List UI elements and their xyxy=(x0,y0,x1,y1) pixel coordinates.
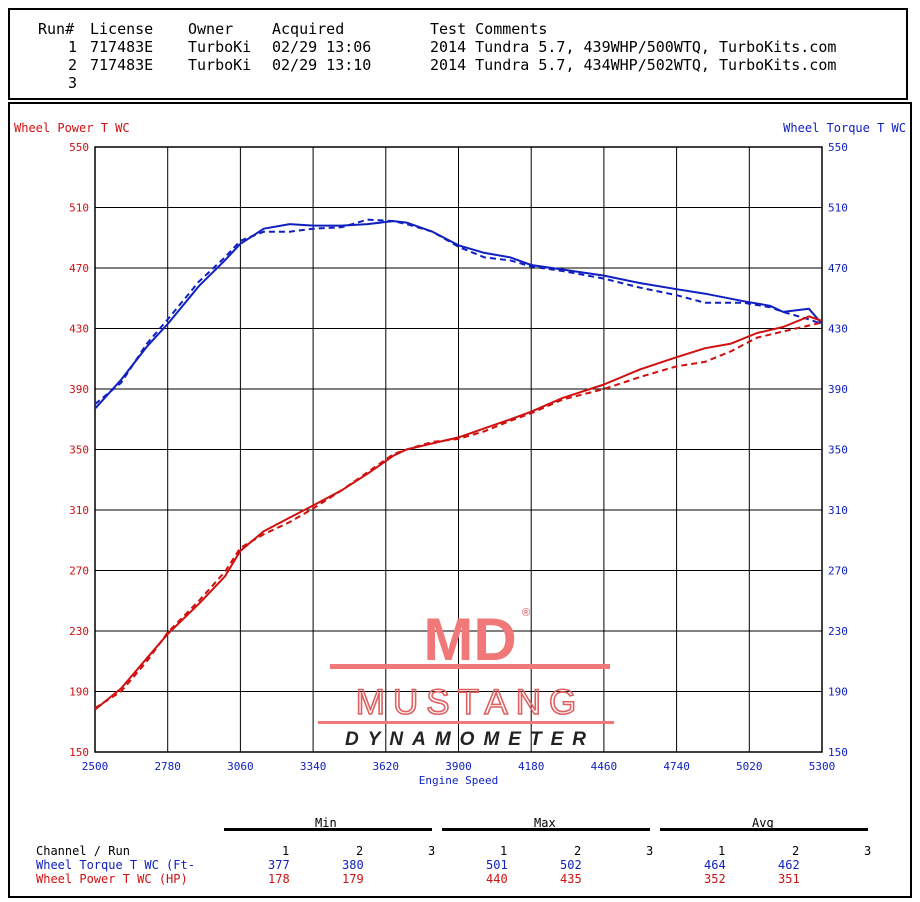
stats-torque-max-1: 501 xyxy=(486,858,508,872)
x-tick-label: 4180 xyxy=(518,760,545,773)
x-tick-label: 2780 xyxy=(154,760,181,773)
stats-power-min-2: 179 xyxy=(342,872,364,886)
x-tick-label: 4740 xyxy=(663,760,690,773)
power-line-run-2 xyxy=(94,321,823,709)
run-comment: 2014 Tundra 5.7, 439WHP/500WTQ, TurboKit… xyxy=(430,38,837,56)
y-tick-label-left: 550 xyxy=(69,141,89,154)
stats-run-label: 3 xyxy=(864,844,872,858)
logo-bar xyxy=(330,664,610,669)
y-tick-label-left: 310 xyxy=(69,504,89,517)
torque-line-run-1 xyxy=(94,220,823,410)
dyno-chart: 150 150 190 190 230 230 270 270 310 310 350 350 390 3… xyxy=(69,141,848,787)
col-license: License xyxy=(90,20,154,38)
stats-group-avg: Avg xyxy=(752,816,774,830)
mustang-dynamometer-logo: MD ® MUSTANG DYNAMOMETER xyxy=(318,606,614,750)
left-axis-title: Wheel Power T WC xyxy=(14,121,130,135)
stats-channel-torque: Wheel Torque T WC (Ft- xyxy=(36,858,195,872)
y-tick-label-right: 350 xyxy=(828,444,848,457)
logo-mustang: MUSTANG xyxy=(356,683,584,722)
stats-channel-power: Wheel Power T WC (HP) xyxy=(36,872,188,886)
y-tick-label-right: 390 xyxy=(828,383,848,396)
run-license: 717483E xyxy=(90,38,154,56)
y-tick-label-left: 510 xyxy=(69,202,89,215)
power-line-run-1 xyxy=(94,315,823,711)
stats-run-label: 2 xyxy=(792,844,800,858)
y-tick-label-left: 430 xyxy=(69,323,89,336)
x-tick-label: 2500 xyxy=(82,760,109,773)
torque-line-run-2 xyxy=(94,218,823,405)
run-license: 717483E xyxy=(90,56,154,74)
run-number: 2 xyxy=(68,56,78,74)
run-acquired: 02/29 13:10 xyxy=(272,56,372,74)
stats-torque-min-1: 377 xyxy=(268,858,290,872)
logo-dynamometer: DYNAMOMETER xyxy=(345,729,595,750)
y-tick-label-left: 350 xyxy=(69,444,89,457)
y-tick-label-right: 270 xyxy=(828,565,848,578)
x-tick-label: 5300 xyxy=(809,760,836,773)
run-number: 1 xyxy=(68,38,78,56)
stats-power-max-1: 440 xyxy=(486,872,508,886)
stats-run-label: 1 xyxy=(282,844,290,858)
y-tick-label-left: 270 xyxy=(69,565,89,578)
right-axis-title: Wheel Torque T WC xyxy=(783,121,906,135)
logo-registered: ® xyxy=(522,607,530,619)
stats-torque-avg-2: 462 xyxy=(778,858,800,872)
y-tick-label-left: 390 xyxy=(69,383,89,396)
stats-row-header: Channel / Run xyxy=(36,844,130,858)
stats-group-min: Min xyxy=(315,816,337,830)
y-tick-label-right: 430 xyxy=(828,323,848,336)
run-owner: TurboKi xyxy=(188,38,252,56)
stats-run-label: 3 xyxy=(646,844,654,858)
y-tick-label-left: 190 xyxy=(69,686,89,699)
x-tick-label: 3900 xyxy=(445,760,472,773)
x-tick-label: 5020 xyxy=(736,760,763,773)
stats-power-avg-1: 352 xyxy=(704,872,726,886)
x-tick-label: 3340 xyxy=(300,760,327,773)
logo-md: MD xyxy=(423,606,516,673)
stats-rule-avg xyxy=(660,828,868,831)
col-run: Run# xyxy=(38,20,75,38)
logo-rule xyxy=(318,721,614,724)
stats-run-label: 1 xyxy=(500,844,508,858)
y-tick-label-right: 470 xyxy=(828,262,848,275)
stats-power-avg-2: 351 xyxy=(778,872,800,886)
col-acquired: Acquired xyxy=(272,20,345,38)
y-tick-label-right: 230 xyxy=(828,625,848,638)
stats-group-max: Max xyxy=(534,816,556,830)
stats-torque-min-2: 380 xyxy=(342,858,364,872)
x-tick-label: 4460 xyxy=(591,760,618,773)
run-comment: 2014 Tundra 5.7, 434WHP/502WTQ, TurboKit… xyxy=(430,56,837,74)
y-tick-label-left: 470 xyxy=(69,262,89,275)
y-tick-label-left: 230 xyxy=(69,625,89,638)
x-tick-label: 3060 xyxy=(227,760,254,773)
run-acquired: 02/29 13:06 xyxy=(272,38,372,56)
y-tick-label-right: 510 xyxy=(828,202,848,215)
y-tick-label-right: 310 xyxy=(828,504,848,517)
run-number: 3 xyxy=(68,74,78,92)
stats-rule-max xyxy=(442,828,650,831)
y-tick-label-right: 150 xyxy=(828,746,848,759)
stats-power-min-1: 178 xyxy=(268,872,290,886)
stats-torque-max-2: 502 xyxy=(560,858,582,872)
col-owner: Owner xyxy=(188,20,234,38)
run-table: Run# License Owner Acquired Test Comment… xyxy=(8,8,908,100)
stats-run-label: 1 xyxy=(718,844,726,858)
y-tick-label-right: 550 xyxy=(828,141,848,154)
y-tick-label-left: 150 xyxy=(69,746,89,759)
x-axis-label: Engine Speed xyxy=(419,774,498,787)
stats-torque-avg-1: 464 xyxy=(704,858,726,872)
stats-rule-min xyxy=(224,828,432,831)
y-tick-label-right: 190 xyxy=(828,686,848,699)
run-owner: TurboKi xyxy=(188,56,252,74)
stats-power-max-2: 435 xyxy=(560,872,582,886)
col-comments: Test Comments xyxy=(430,20,548,38)
plot-frame xyxy=(94,146,823,753)
chart-panel: Wheel Power T WC Wheel Torque T WC 150 15… xyxy=(8,102,912,898)
x-tick-label: 3620 xyxy=(373,760,400,773)
stats-run-label: 3 xyxy=(428,844,436,858)
stats-run-label: 2 xyxy=(356,844,364,858)
stats-run-label: 2 xyxy=(574,844,582,858)
